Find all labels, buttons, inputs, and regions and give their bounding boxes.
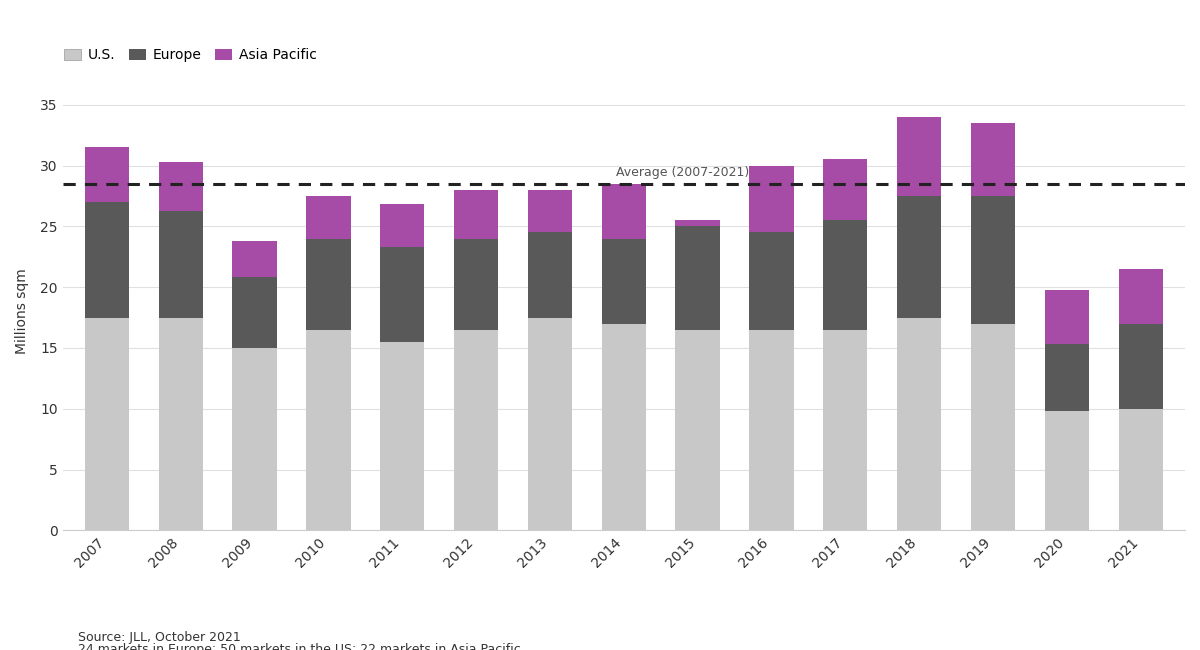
Text: 24 markets in Europe; 50 markets in the US; 22 markets in Asia Pacific.: 24 markets in Europe; 50 markets in the … (78, 644, 524, 650)
Bar (380, 247, 425, 342)
Bar (971, 123, 1015, 196)
Bar (85, 202, 130, 318)
Bar (1045, 290, 1090, 344)
Bar (601, 184, 646, 239)
Bar (233, 278, 277, 348)
Bar (1118, 269, 1163, 324)
Bar (158, 162, 203, 211)
Bar (898, 196, 941, 318)
Bar (380, 205, 425, 247)
Bar (233, 241, 277, 278)
Bar (1118, 324, 1163, 409)
Bar (1045, 411, 1090, 530)
Bar (158, 211, 203, 318)
Bar (85, 318, 130, 530)
Bar (380, 342, 425, 530)
Bar (528, 190, 572, 233)
Bar (676, 330, 720, 530)
Bar (749, 330, 793, 530)
Bar (749, 166, 793, 233)
Bar (823, 159, 868, 220)
Bar (454, 190, 498, 239)
Bar (306, 239, 350, 330)
Bar (528, 318, 572, 530)
Bar (898, 318, 941, 530)
Bar (823, 330, 868, 530)
Bar (971, 324, 1015, 530)
Bar (823, 220, 868, 330)
Bar (454, 239, 498, 330)
Bar (601, 324, 646, 530)
Bar (1118, 409, 1163, 530)
Text: Average (2007-2021): Average (2007-2021) (617, 166, 750, 179)
Legend: U.S., Europe, Asia Pacific: U.S., Europe, Asia Pacific (59, 43, 323, 68)
Bar (306, 330, 350, 530)
Bar (1045, 344, 1090, 411)
Bar (158, 318, 203, 530)
Bar (454, 330, 498, 530)
Bar (676, 226, 720, 330)
Bar (749, 233, 793, 330)
Bar (971, 196, 1015, 324)
Text: Source: JLL, October 2021: Source: JLL, October 2021 (78, 630, 241, 644)
Bar (676, 220, 720, 226)
Bar (898, 117, 941, 196)
Bar (85, 148, 130, 202)
Y-axis label: Millions sqm: Millions sqm (16, 268, 29, 354)
Bar (306, 196, 350, 239)
Bar (528, 233, 572, 318)
Bar (601, 239, 646, 324)
Bar (233, 348, 277, 530)
